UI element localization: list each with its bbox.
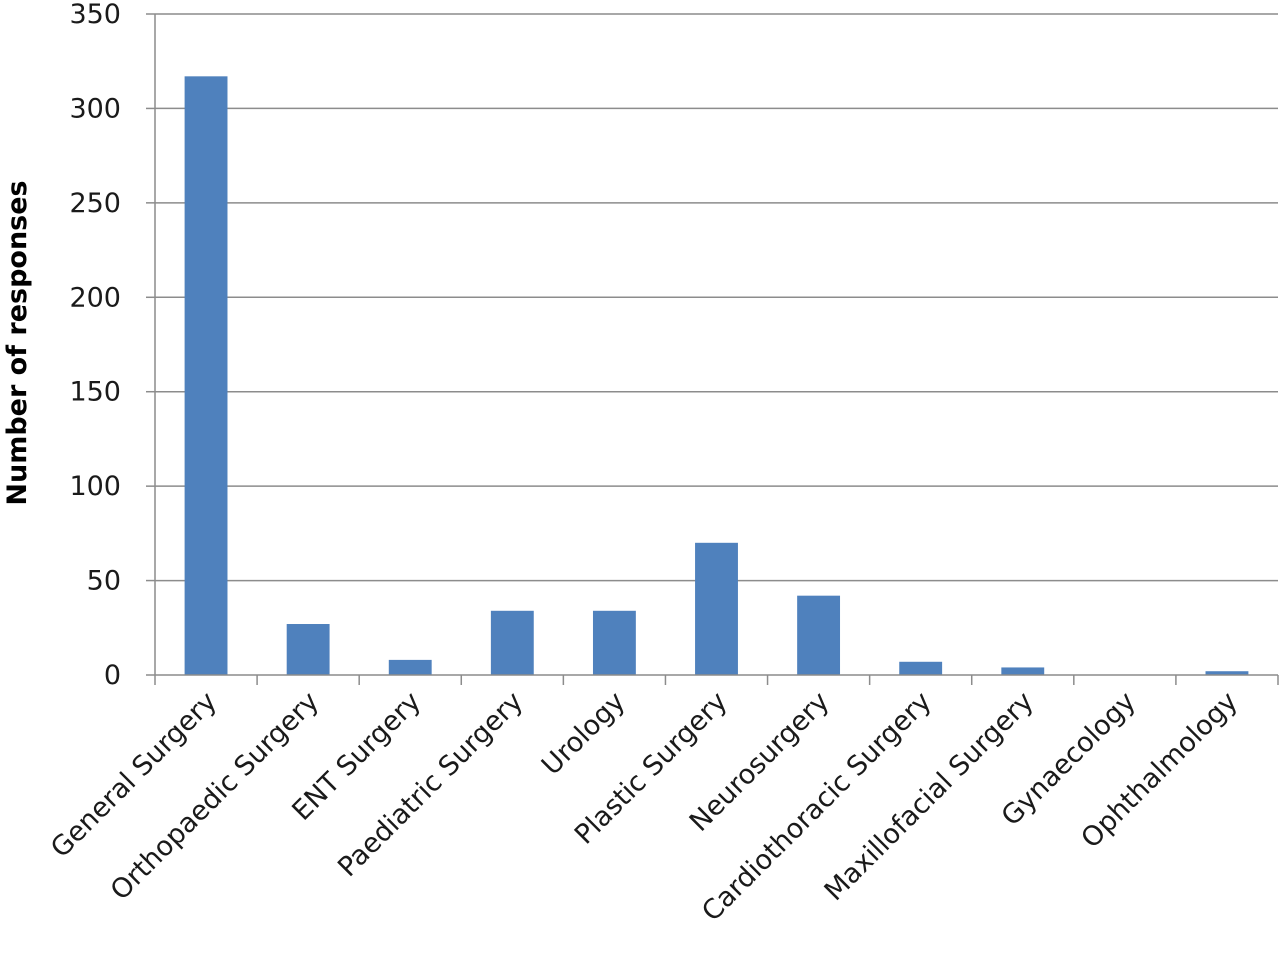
x-category-label: General Surgery <box>45 686 223 864</box>
bar-plastic-surgery <box>695 542 738 675</box>
bars <box>184 76 1249 675</box>
y-tick-label: 350 <box>69 0 121 30</box>
bar-ophthalmology <box>1205 671 1249 675</box>
axes <box>146 13 1279 685</box>
bar-neurosurgery <box>797 595 841 675</box>
y-tick-label: 300 <box>69 93 121 124</box>
y-tick-label: 200 <box>69 282 121 313</box>
x-category-label: Orthopaedic Surgery <box>105 686 325 906</box>
bar-cardiothoracic-surgery <box>899 661 943 675</box>
y-tick-label: 100 <box>69 471 121 502</box>
bar-general-surgery <box>184 76 228 675</box>
bar-urology <box>592 610 636 675</box>
bar-ent-surgery <box>388 659 432 675</box>
gridlines <box>155 13 1278 582</box>
bar-maxillofacial-surgery <box>1001 667 1045 675</box>
y-tick-label: 250 <box>69 188 121 219</box>
y-tick-label: 50 <box>87 566 121 597</box>
x-category-label: Maxillofacial Surgery <box>819 686 1040 907</box>
x-category-label: Paediatric Surgery <box>332 686 529 883</box>
bar-orthopaedic-surgery <box>286 624 330 675</box>
x-category-label: Urology <box>536 686 631 781</box>
y-tick-label: 0 <box>104 660 121 691</box>
bar-paediatric-surgery <box>490 610 534 675</box>
y-tick-labels: 0 50 100 150 200 250 300 350 <box>69 0 121 691</box>
y-tick-label: 150 <box>69 377 121 408</box>
y-axis-title: Number of responses <box>2 180 33 505</box>
